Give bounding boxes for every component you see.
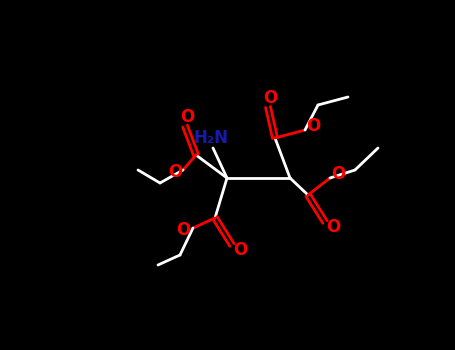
Text: H₂N: H₂N [193,129,228,147]
Text: O: O [176,221,190,239]
Text: O: O [180,108,194,126]
Text: O: O [306,117,320,135]
Text: O: O [326,218,340,236]
Text: O: O [263,89,277,107]
Text: O: O [331,165,345,183]
Text: O: O [233,241,247,259]
Text: O: O [168,163,182,181]
